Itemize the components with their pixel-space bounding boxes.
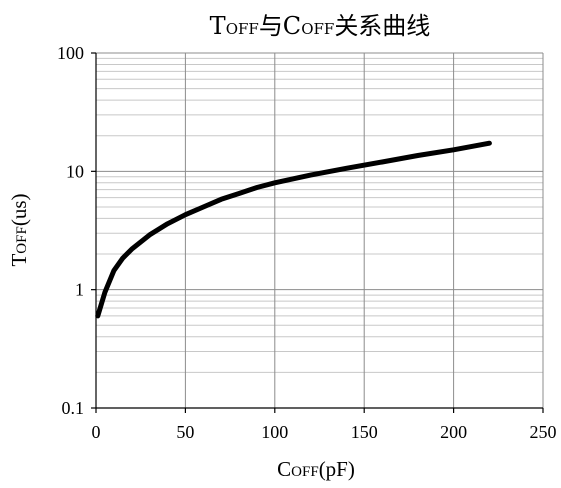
x-tick-label: 200 (440, 422, 467, 442)
tick-labels: 0 50 100 150 200 250 0.1 1 10 100 (57, 43, 557, 442)
x-tick-label: 150 (351, 422, 378, 442)
chart-title-tail: 关系曲线 (334, 12, 430, 40)
x-tick-label: 50 (176, 422, 194, 442)
y-axis-label-unit: (us) (7, 193, 31, 226)
chart-title-main: T (210, 12, 226, 40)
x-axis-label-sub: OFF (291, 464, 319, 480)
chart-title-sub2: OFF (301, 20, 334, 38)
series-line (95, 140, 492, 319)
y-axis-label: TOFF(us) (7, 193, 31, 266)
y-axis-label-sub: OFF (14, 226, 30, 254)
y-tick-label: 0.1 (62, 398, 85, 418)
x-tick-label: 0 (92, 422, 101, 442)
x-axis-label-main: C (277, 457, 291, 481)
y-tick-label: 1 (75, 280, 84, 300)
x-tick-label: 100 (261, 422, 288, 442)
y-tick-label: 10 (66, 161, 84, 181)
chart-title-sub1: OFF (226, 20, 259, 38)
y-axis-label-main: T (7, 254, 31, 267)
x-axis-label: COFF(pF) (277, 457, 355, 481)
axes (91, 52, 544, 413)
grid (95, 52, 544, 409)
x-tick-label: 250 (530, 422, 557, 442)
chart-title-mid: 与C (259, 12, 301, 40)
chart-title: TOFF与COFF关系曲线 (210, 12, 431, 40)
y-tick-label: 100 (57, 43, 84, 63)
x-axis-label-unit: (pF) (319, 457, 355, 481)
